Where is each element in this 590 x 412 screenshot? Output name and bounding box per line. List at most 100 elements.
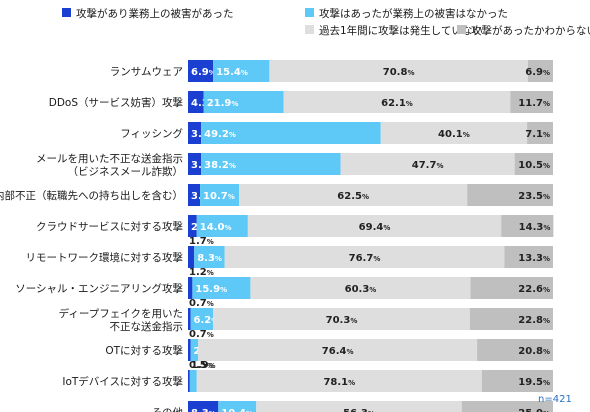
bar-segment-7-1 bbox=[192, 277, 251, 299]
value-label-5-1: 14.0% bbox=[200, 222, 232, 233]
bar-segment-2-2 bbox=[380, 122, 528, 144]
value-label-1-3: 11.7% bbox=[518, 98, 550, 109]
value-label-9-3: 20.8% bbox=[518, 346, 550, 357]
bar-segment-1-3 bbox=[510, 91, 553, 113]
value-label-11-2: 56.3% bbox=[343, 408, 375, 412]
category-label-8: ディープフェイクを用いた不正な送金指示 bbox=[59, 307, 183, 333]
bar-segment-8-1 bbox=[190, 308, 214, 330]
bar-segment-8-2 bbox=[213, 308, 470, 330]
value-label-3-3: 10.5% bbox=[518, 160, 550, 171]
bar-segment-5-3 bbox=[501, 215, 554, 237]
value-label-7-3: 22.6% bbox=[518, 284, 550, 295]
bar-segment-6-1 bbox=[194, 246, 225, 268]
bar-segment-10-2 bbox=[196, 370, 482, 392]
bar-segment-9-0 bbox=[188, 339, 191, 361]
sample-size-note: n=421 bbox=[538, 394, 572, 405]
value-label-4-2: 62.5% bbox=[337, 191, 369, 202]
bar-segment-1-1 bbox=[203, 91, 284, 113]
value-label-1-1: 21.9% bbox=[207, 98, 239, 109]
bar-segment-5-0 bbox=[188, 215, 197, 237]
bar-segment-5-2 bbox=[247, 215, 502, 237]
value-label-7-1: 15.9% bbox=[195, 284, 227, 295]
bar-segment-0-2 bbox=[269, 60, 528, 82]
legend-swatch-1 bbox=[305, 8, 314, 17]
value-label-0-2: 70.8% bbox=[383, 67, 415, 78]
value-label-10-3: 19.5% bbox=[518, 377, 550, 388]
bar-segment-10-0 bbox=[188, 370, 190, 392]
legend-swatch-2 bbox=[305, 25, 314, 34]
value-label-0-0: 6.9% bbox=[191, 67, 216, 78]
value-label-5-3: 14.3% bbox=[519, 222, 551, 233]
value-label-9-2: 76.4% bbox=[322, 346, 354, 357]
value-label-10-1: 1.9% bbox=[191, 360, 216, 371]
value-label-3-2: 47.7% bbox=[412, 160, 444, 171]
category-label-11: その他 bbox=[152, 406, 184, 412]
bar-segment-2-1 bbox=[201, 122, 381, 144]
category-labels: ランサムウェア DDoS（サービス妨害）攻撃フィッシングメールを用いた不正な送金指… bbox=[0, 66, 183, 412]
bar-segment-11-3 bbox=[461, 401, 553, 412]
bar-segment-3-0 bbox=[188, 153, 202, 175]
bar-segment-7-3 bbox=[470, 277, 553, 299]
bar-segment-9-3 bbox=[477, 339, 553, 361]
value-label-4-1: 10.7% bbox=[203, 191, 235, 202]
value-label-6-1: 8.3% bbox=[197, 253, 222, 264]
legend-label-1: 攻撃はあったが業務上の被害はなかった bbox=[319, 7, 508, 20]
category-label-4: 内部不正（転職先への持ち出しを含む） bbox=[0, 189, 183, 202]
bar-segment-2-0 bbox=[188, 122, 202, 144]
category-label-7: ソーシャル・エンジニアリング攻撃 bbox=[15, 282, 183, 295]
bar-segment-3-1 bbox=[201, 153, 341, 175]
bar-segment-7-2 bbox=[250, 277, 471, 299]
bars: 6.9%15.4%70.8%6.9%4.3%21.9%62.1%11.7%3.6… bbox=[188, 60, 554, 412]
bar-segment-0-1 bbox=[213, 60, 270, 82]
category-label-2: フィッシング bbox=[120, 127, 183, 140]
legend: 攻撃があり業務上の被害があった 攻撃はあったが業務上の被害はなかった過去1年間に攻… bbox=[62, 7, 590, 37]
value-label-0-1: 15.4% bbox=[216, 67, 248, 78]
value-label-3-1: 38.2% bbox=[204, 160, 236, 171]
value-label-6-3: 13.3% bbox=[518, 253, 550, 264]
value-label-2-1: 49.2% bbox=[204, 129, 236, 140]
bar-segment-4-3 bbox=[467, 184, 553, 206]
legend-swatch-0 bbox=[62, 8, 71, 17]
bar-segment-11-0 bbox=[188, 401, 219, 412]
category-label-5: クラウドサービスに対する攻撃 bbox=[36, 220, 183, 233]
bar-segment-7-0 bbox=[188, 277, 193, 299]
bar-segment-11-2 bbox=[256, 401, 462, 412]
value-label-0-3: 6.9% bbox=[525, 67, 550, 78]
bar-segment-6-2 bbox=[224, 246, 505, 268]
bar-segment-8-0 bbox=[188, 308, 191, 330]
bar-segment-11-1 bbox=[218, 401, 257, 412]
value-label-8-0: 0.7% bbox=[189, 298, 214, 309]
bar-segment-9-1 bbox=[190, 339, 199, 361]
value-label-11-0: 8.3% bbox=[191, 408, 216, 412]
legend-label-3: 攻撃があったかわからない bbox=[471, 24, 590, 37]
bar-segment-2-3 bbox=[527, 122, 553, 144]
value-label-5-2: 69.4% bbox=[359, 222, 391, 233]
bar-segment-9-2 bbox=[198, 339, 478, 361]
bar-segment-5-1 bbox=[196, 215, 248, 237]
bar-segment-1-2 bbox=[283, 91, 511, 113]
bar-segment-4-2 bbox=[239, 184, 468, 206]
category-label-6: リモートワーク環境に対する攻撃 bbox=[26, 251, 184, 264]
legend-swatch-3 bbox=[457, 25, 466, 34]
legend-label-0: 攻撃があり業務上の被害があった bbox=[76, 7, 234, 20]
bar-segment-8-3 bbox=[469, 308, 553, 330]
category-label-1: DDoS（サービス妨害）攻撃 bbox=[49, 96, 184, 109]
bar-segment-0-3 bbox=[527, 60, 553, 82]
value-label-10-2: 78.1% bbox=[323, 377, 355, 388]
bar-segment-6-0 bbox=[188, 246, 195, 268]
category-label-3: メールを用いた不正な送金指示（ビジネスメール詐欺） bbox=[36, 152, 183, 178]
category-label-0: ランサムウェア bbox=[110, 66, 183, 78]
value-label-7-0: 1.2% bbox=[189, 267, 214, 278]
value-label-11-1: 10.4% bbox=[221, 408, 253, 412]
bar-segment-0-0 bbox=[188, 60, 214, 82]
value-label-1-2: 62.1% bbox=[381, 98, 413, 109]
bar-segment-6-3 bbox=[504, 246, 553, 268]
value-label-6-2: 76.7% bbox=[349, 253, 381, 264]
value-label-8-3: 22.8% bbox=[518, 315, 550, 326]
bar-segment-4-0 bbox=[188, 184, 201, 206]
value-label-2-2: 40.1% bbox=[438, 129, 470, 140]
value-label-8-2: 70.3% bbox=[326, 315, 358, 326]
value-label-7-2: 60.3% bbox=[345, 284, 377, 295]
value-label-9-0: 0.7% bbox=[189, 329, 214, 340]
